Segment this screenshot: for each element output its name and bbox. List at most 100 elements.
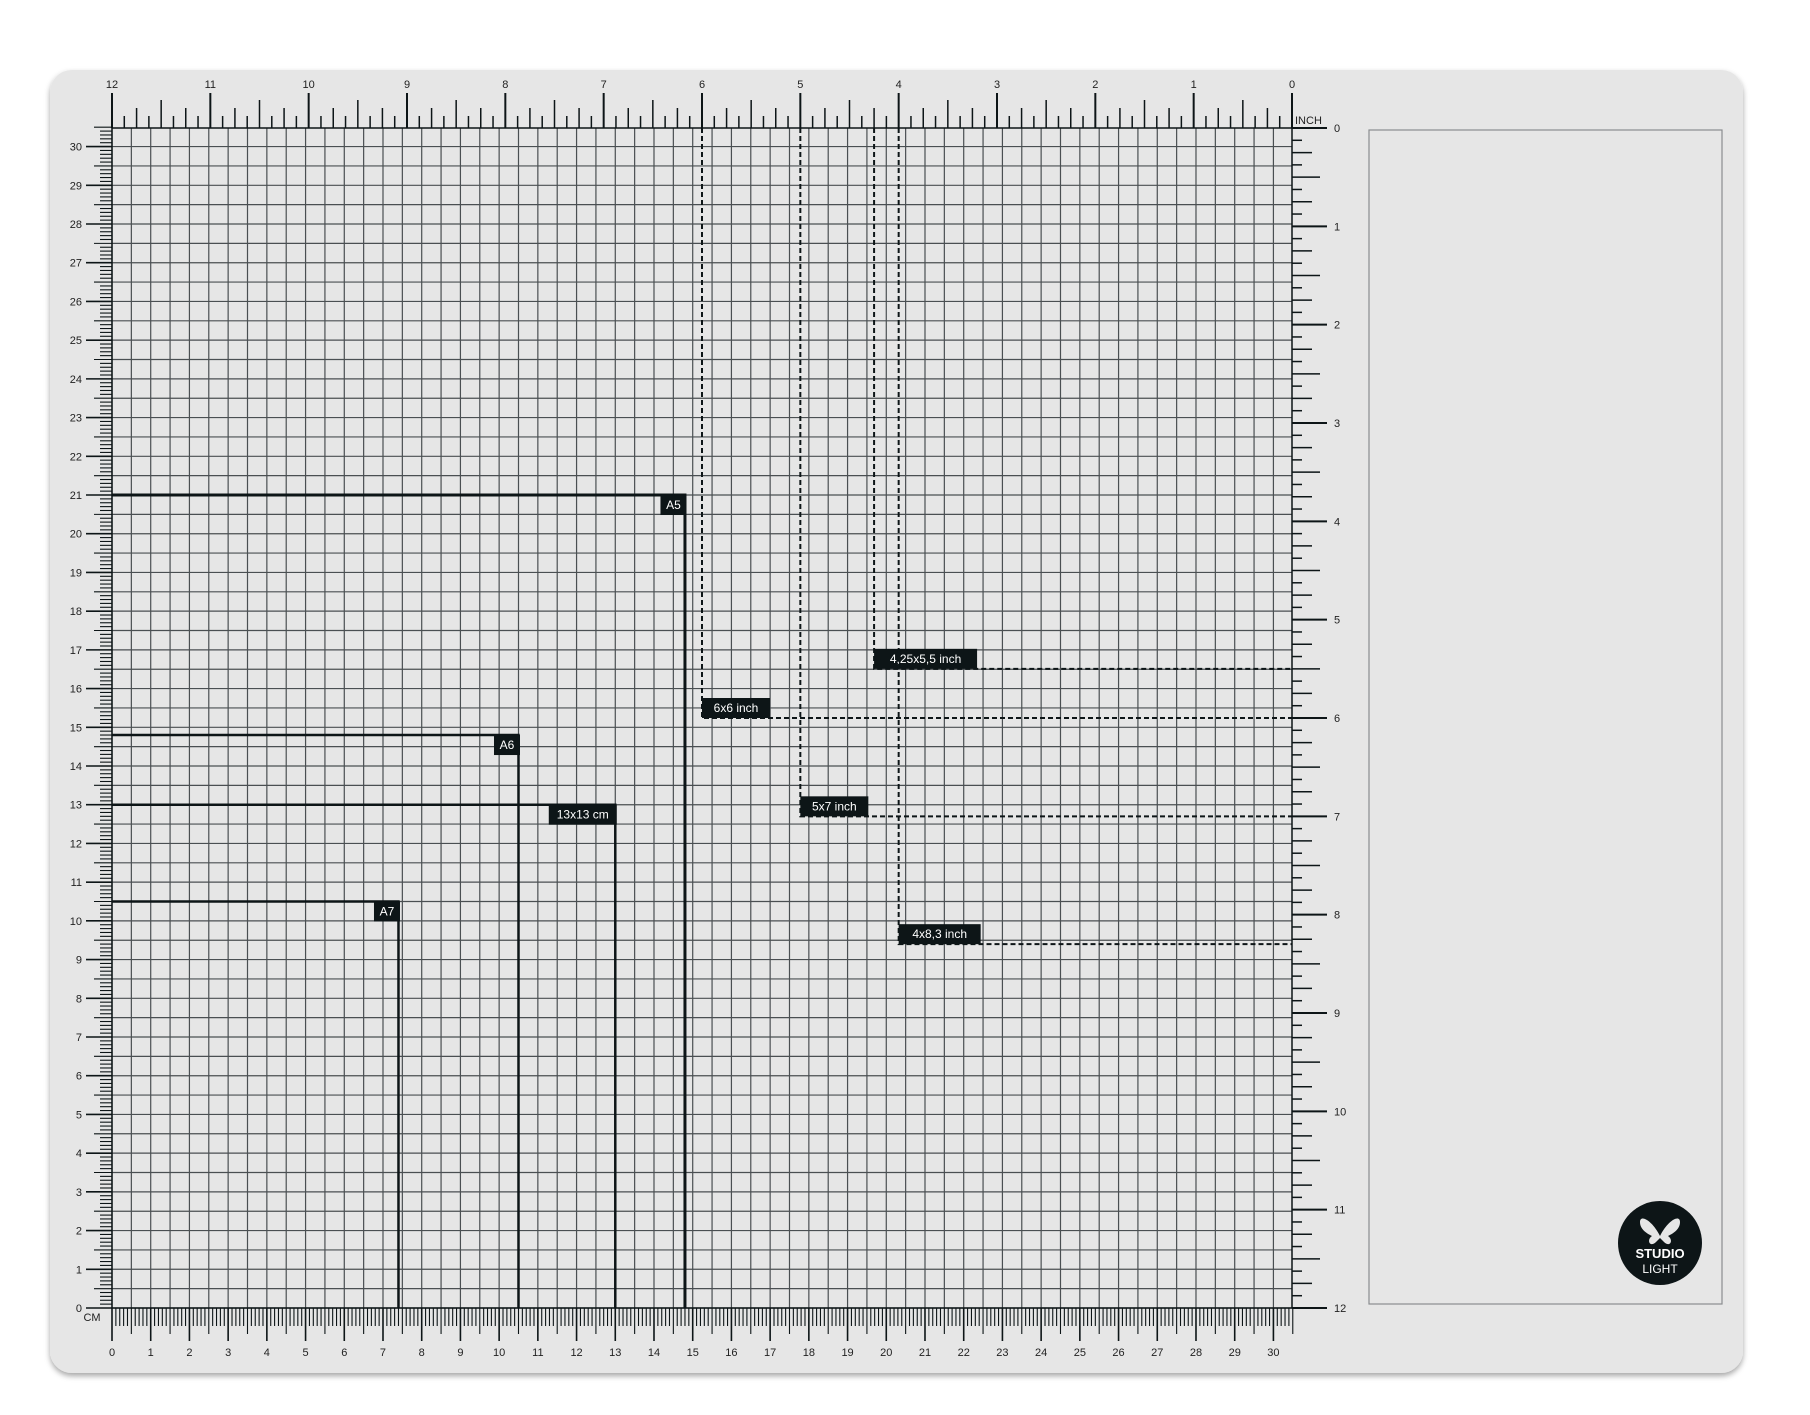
bottom-cm-label: 16 [725,1347,737,1359]
template-label-text: 4x8,3 inch [912,927,967,941]
bottom-cm-label: 18 [803,1347,815,1359]
bottom-cm-label: 1 [148,1347,154,1359]
bottom-cm-label: 4 [264,1347,270,1359]
bottom-cm-label: 3 [225,1347,231,1359]
left-cm-label: 27 [70,258,82,270]
template-label: A6 [493,735,520,756]
right-inch-label: 11 [1334,1205,1345,1217]
template-label: 13x13 cm [548,804,617,825]
left-cm-label: 25 [70,335,82,347]
left-cm-label: 30 [70,142,82,154]
right-inch-label: 5 [1334,615,1340,627]
right-inch-label: 4 [1334,516,1340,528]
left-cm-label: 3 [76,1187,82,1199]
bottom-cm-label: 7 [380,1347,386,1359]
right-inch-label: 7 [1334,811,1340,823]
template-label-box [493,735,520,756]
logo-line1: STUDIO [1635,1246,1684,1261]
bottom-cm-label: 9 [457,1347,463,1359]
bottom-cm-label: 0 [109,1347,115,1359]
bottom-cm-label: 6 [341,1347,347,1359]
template-label-box [660,495,687,516]
bottom-cm-label: 2 [186,1347,192,1359]
left-cm-label: 5 [76,1109,82,1121]
cm-unit-label: CM [83,1312,100,1324]
right-inch-label: 2 [1334,320,1340,332]
left-cm-label: 6 [76,1071,82,1083]
left-cm-label: 18 [70,606,82,618]
studio-light-logo: STUDIO LIGHT [1618,1201,1702,1285]
bottom-cm-label: 19 [841,1347,853,1359]
template-label-text: 6x6 inch [714,701,759,715]
left-cm-label: 7 [76,1032,82,1044]
bottom-cm-label: 8 [419,1347,425,1359]
template-label-text: A7 [380,905,395,919]
left-cm-label: 0 [76,1303,82,1315]
top-inch-label: 6 [699,79,705,91]
bottom-cm-label: 21 [919,1347,931,1359]
bottom-cm-label: 29 [1229,1347,1241,1359]
left-cm-label: 2 [76,1226,82,1238]
left-cm-label: 17 [70,645,82,657]
butterfly-icon [1640,1218,1680,1245]
template-label-text: 13x13 cm [557,808,609,822]
top-inch-label: 11 [205,79,216,91]
bottom-cm-label: 12 [570,1347,582,1359]
top-inch-label: 0 [1289,79,1295,91]
template-label: 4x8,3 inch [898,924,981,945]
left-cm-label: 9 [76,955,82,967]
mat-board [50,70,1743,1373]
grid [111,127,1293,1309]
left-cm-label: 4 [76,1148,82,1160]
template-label-text: 4,25x5,5 inch [890,652,961,666]
left-cm-label: 23 [70,413,82,425]
bottom-cm-label: 23 [996,1347,1008,1359]
template-label-text: 5x7 inch [812,799,857,813]
top-inch-label: 10 [303,79,315,91]
template-label-box [800,796,869,817]
left-cm-label: 1 [76,1264,82,1276]
bottom-cm-label: 30 [1267,1347,1279,1359]
right-inch-label: 1 [1334,221,1340,233]
left-cm-label: 26 [70,296,82,308]
right-inch-label: 0 [1334,123,1340,135]
bottom-cm-label: 11 [532,1347,543,1359]
left-cm-label: 20 [70,529,82,541]
left-cm-label: 22 [70,451,82,463]
right-inch-label: 6 [1334,713,1340,725]
top-inch-label: 8 [502,79,508,91]
left-cm-label: 12 [70,838,82,850]
template-label-box [548,804,617,825]
left-cm-label: 11 [71,877,82,889]
top-inch-label: 1 [1191,79,1197,91]
bottom-cm-label: 28 [1190,1347,1202,1359]
template-label-box [373,901,400,922]
template-label: A5 [660,495,687,516]
template-label: 6x6 inch [702,698,770,718]
rulers: 12 11 10 9 8 7 6 5 4 3 2 1 00123456789101112INCH0123… [70,79,1347,1359]
top-inch-label: 3 [994,79,1000,91]
left-cm-label: 24 [70,374,82,386]
top-inch-label: 4 [896,79,902,91]
right-inch-label: 9 [1334,1008,1340,1020]
top-inch-label: 12 [106,79,118,91]
bottom-cm-label: 10 [493,1347,505,1359]
left-cm-label: 14 [70,761,82,773]
bottom-cm-label: 25 [1074,1347,1086,1359]
right-inch-label: 12 [1334,1303,1346,1315]
inch-template-outline [701,128,1292,719]
right-inch-label: 10 [1334,1106,1346,1118]
bottom-cm-label: 27 [1151,1347,1163,1359]
bottom-cm-label: 20 [880,1347,892,1359]
bottom-cm-label: 5 [303,1347,309,1359]
bottom-cm-label: 17 [764,1347,776,1359]
bottom-cm-label: 15 [687,1347,699,1359]
side-panel [1368,129,1723,1305]
template-label: 4,25x5,5 inch [874,648,978,669]
inch-unit-label: INCH [1295,115,1322,127]
template-label: A7 [373,901,400,922]
top-inch-label: 9 [404,79,410,91]
left-cm-label: 21 [70,490,82,502]
left-cm-label: 8 [76,993,82,1005]
